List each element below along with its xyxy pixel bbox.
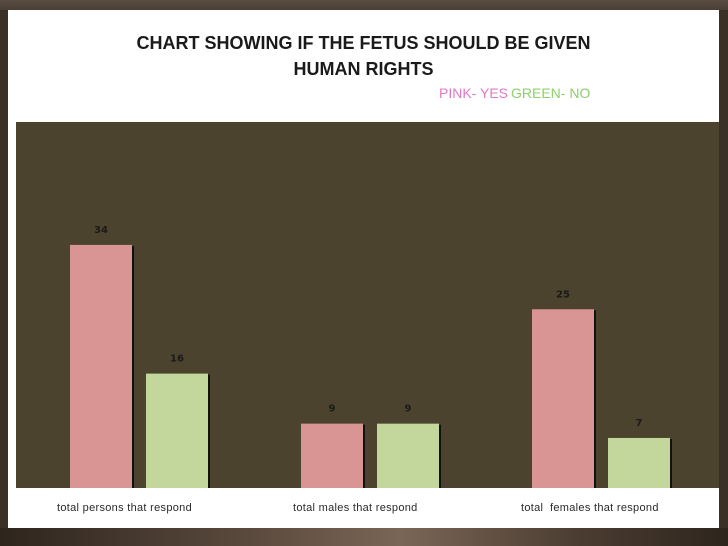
x-tick-label-males: total males that respond bbox=[293, 502, 418, 514]
data-label-no-males: 9 bbox=[405, 404, 412, 415]
x-tick-label-females: total females that respond bbox=[521, 502, 659, 514]
slide: CHART SHOWING IF THE FETUS SHOULD BE GIV… bbox=[8, 10, 719, 528]
chart-title: CHART SHOWING IF THE FETUS SHOULD BE GIV… bbox=[8, 30, 719, 82]
plot-area: 34 16 9 9 25 7 bbox=[16, 122, 719, 488]
data-label-no-females: 7 bbox=[636, 418, 643, 429]
bar-yes-females bbox=[532, 309, 594, 488]
bar-yes-males bbox=[301, 423, 363, 488]
chart-legend: PINK- YES GREEN- NO bbox=[439, 85, 590, 101]
data-label-yes-persons: 34 bbox=[94, 225, 108, 236]
legend-yes: PINK- YES bbox=[439, 85, 508, 101]
chart-title-line-2: HUMAN RIGHTS bbox=[293, 59, 434, 79]
legend-no: GREEN- NO bbox=[511, 85, 591, 101]
bar-no-persons bbox=[146, 373, 208, 488]
chart-title-line-1: CHART SHOWING IF THE FETUS SHOULD BE GIV… bbox=[136, 33, 591, 53]
window-frame-bottom bbox=[0, 528, 728, 546]
bar-yes-persons bbox=[70, 244, 132, 488]
data-label-yes-females: 25 bbox=[556, 289, 570, 300]
data-label-no-persons: 16 bbox=[170, 354, 184, 365]
window-frame-top bbox=[0, 0, 728, 10]
x-axis-labels: total persons that respond total males t… bbox=[16, 488, 719, 528]
bar-no-males bbox=[377, 423, 439, 488]
bar-chart-marks: 34 16 9 9 25 7 bbox=[70, 225, 672, 488]
x-tick-label-persons: total persons that respond bbox=[57, 502, 192, 514]
data-label-yes-males: 9 bbox=[329, 404, 336, 415]
bar-no-females bbox=[608, 437, 670, 488]
